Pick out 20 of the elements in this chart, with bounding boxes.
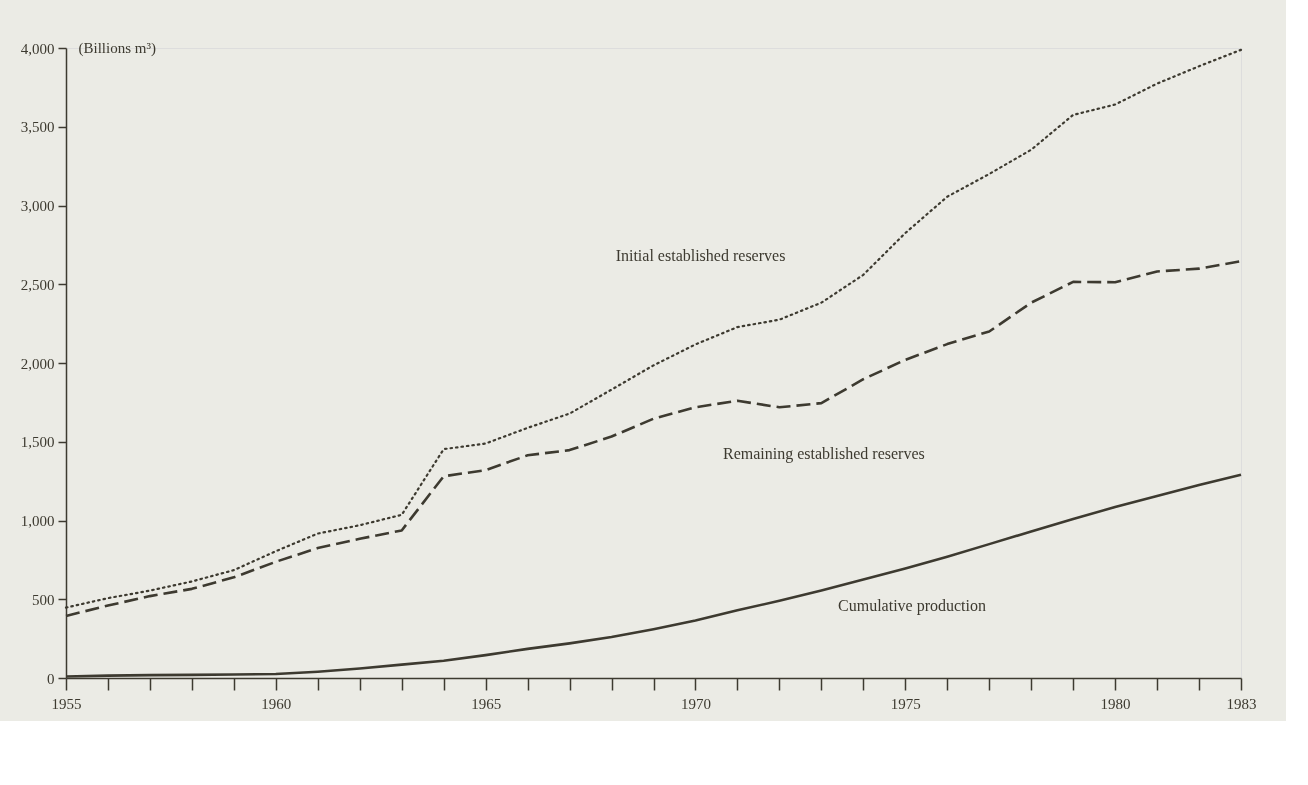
y-tick-label: 1,000 bbox=[20, 513, 55, 529]
x-tick-label: 1955 bbox=[51, 695, 82, 712]
y-tick-label: 2,000 bbox=[20, 355, 55, 372]
y-tick-label: 1,500 bbox=[20, 434, 55, 451]
y-tick-label: 3,500 bbox=[20, 119, 55, 136]
y-tick-label: 0 bbox=[47, 670, 55, 687]
y-tick-label: 2,500 bbox=[20, 276, 55, 293]
x-tick-label: 1960 bbox=[261, 695, 292, 712]
x-tick-label: 1980 bbox=[1100, 695, 1131, 712]
y-axis-title: (Billions m³) bbox=[78, 39, 156, 57]
x-tick-label: 1965 bbox=[471, 695, 502, 712]
y-tick-label: 500 bbox=[32, 591, 55, 608]
x-tick-label: 1983 bbox=[1226, 695, 1257, 712]
annotation: Remaining established reserves bbox=[723, 445, 925, 464]
annotation: Initial established reserves bbox=[615, 246, 786, 264]
y-tick-label: 3,000 bbox=[20, 198, 55, 214]
annotation: Cumulative production bbox=[838, 596, 986, 615]
y-tick-label: 4,000 bbox=[20, 40, 55, 57]
x-tick-label: 1975 bbox=[890, 695, 921, 712]
x-tick-label: 1970 bbox=[680, 695, 711, 712]
